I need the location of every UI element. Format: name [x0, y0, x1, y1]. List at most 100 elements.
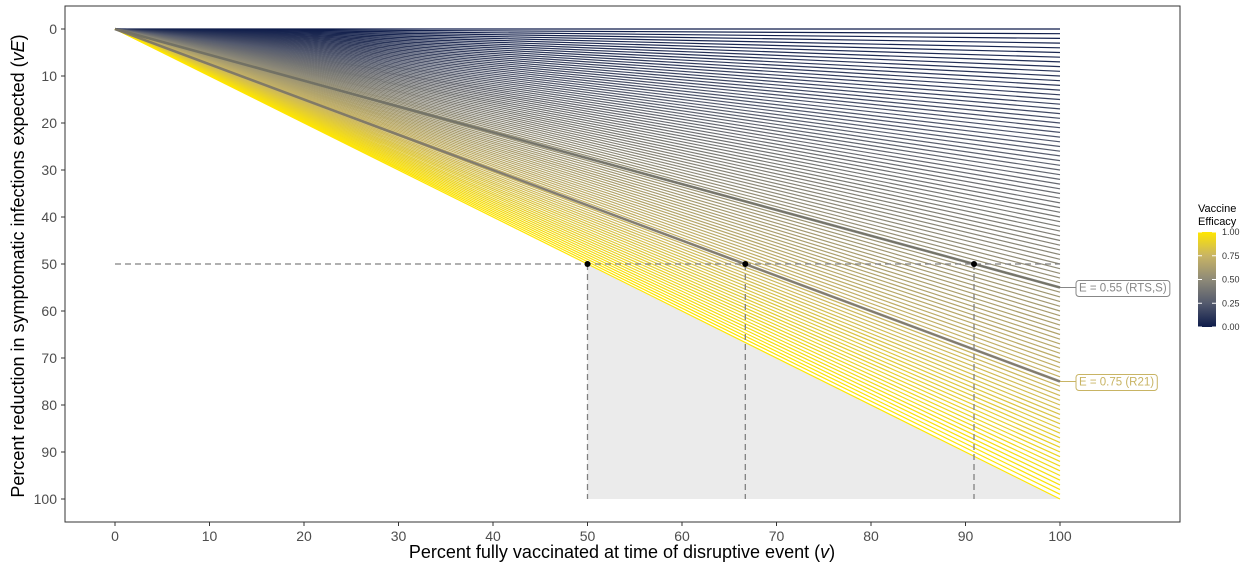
efficacy-line — [114, 28, 1061, 411]
x-tick-label: 20 — [296, 528, 312, 544]
efficacy-line — [114, 28, 1061, 91]
efficacy-line — [114, 28, 1061, 105]
efficacy-line — [114, 28, 1061, 312]
y-tick-label: 0 — [49, 21, 57, 37]
annotation-label-1: E = 0.55 (RTS,S) — [1079, 283, 1167, 295]
efficacy-line — [114, 28, 1061, 77]
efficacy-line — [114, 28, 1061, 96]
efficacy-line — [114, 28, 1061, 350]
efficacy-line — [114, 28, 1061, 425]
efficacy-line — [114, 28, 1061, 270]
efficacy-line — [114, 28, 1061, 279]
efficacy-line — [114, 28, 1061, 401]
data-point-3 — [971, 261, 978, 267]
x-tick-label: 60 — [674, 528, 690, 544]
annotation-label-2: E = 0.75 (R21) — [1079, 377, 1154, 389]
x-tick-label: 10 — [202, 528, 218, 544]
efficacy-line — [114, 28, 1061, 340]
efficacy-line — [114, 28, 1061, 143]
efficacy-line — [114, 28, 1061, 190]
efficacy-line — [114, 28, 1061, 364]
x-tick-label: 50 — [580, 528, 596, 544]
efficacy-line — [114, 28, 1061, 58]
efficacy-line — [114, 28, 1061, 242]
efficacy-line — [114, 28, 1061, 477]
efficacy-line — [114, 28, 1061, 345]
annotation-box-1 — [1075, 280, 1171, 297]
colorbar-tick-label: 0.50 — [1222, 275, 1240, 285]
data-point-2 — [742, 261, 749, 267]
efficacy-line — [114, 28, 1061, 227]
y-axis-title: Percent reduction in symptomatic infecti… — [8, 34, 28, 497]
efficacy-line — [114, 28, 1061, 467]
efficacy-line — [114, 28, 1061, 218]
efficacy-line — [114, 28, 1061, 171]
efficacy-line — [114, 28, 1061, 162]
y-tick-label: 10 — [41, 68, 57, 84]
efficacy-line — [114, 28, 1061, 237]
efficacy-line — [114, 28, 1061, 439]
x-axis-title: Percent fully vaccinated at time of disr… — [409, 542, 835, 562]
efficacy-line — [114, 28, 1061, 72]
efficacy-line — [114, 28, 1061, 458]
x-tick-label: 90 — [958, 528, 974, 544]
efficacy-line — [114, 28, 1061, 430]
efficacy-line — [114, 28, 1061, 82]
colorbar — [1198, 232, 1216, 327]
efficacy-line — [114, 28, 1061, 392]
efficacy-line — [114, 28, 1061, 63]
efficacy-line — [114, 28, 1061, 39]
efficacy-line — [114, 28, 1061, 256]
y-tick-label: 60 — [41, 303, 57, 319]
efficacy-line — [114, 28, 1061, 185]
efficacy-line — [114, 28, 1061, 166]
x-tick-label: 30 — [391, 528, 407, 544]
x-tick-label: 40 — [485, 528, 501, 544]
efficacy-line — [114, 28, 1061, 199]
x-tick-label: 0 — [111, 528, 119, 544]
efficacy-line — [114, 28, 1061, 265]
colorbar-tick-label: 0.25 — [1222, 298, 1240, 308]
efficacy-line — [114, 28, 1061, 44]
annotation-box-2 — [1075, 374, 1158, 391]
y-tick-label: 40 — [41, 209, 57, 225]
y-tick-label: 70 — [41, 350, 57, 366]
efficacy-line — [114, 28, 1061, 453]
highlighted-line-1 — [114, 27, 1061, 289]
efficacy-line — [114, 28, 1061, 133]
x-tick-label: 80 — [863, 528, 879, 544]
efficacy-line — [114, 28, 1061, 491]
y-tick-label: 80 — [41, 397, 57, 413]
colorbar-tick-label: 1.00 — [1222, 227, 1240, 237]
efficacy-line — [114, 28, 1061, 486]
efficacy-line — [114, 28, 1061, 115]
efficacy-line — [114, 28, 1061, 472]
efficacy-line — [114, 28, 1061, 303]
efficacy-line — [114, 28, 1061, 274]
efficacy-line — [114, 28, 1061, 481]
efficacy-line — [114, 28, 1061, 232]
efficacy-line — [114, 28, 1061, 420]
efficacy-line — [114, 28, 1061, 397]
highlighted-line-2 — [114, 27, 1061, 383]
efficacy-line — [114, 28, 1061, 326]
y-tick-label: 90 — [41, 444, 57, 460]
efficacy-line — [114, 28, 1061, 101]
efficacy-line — [114, 28, 1061, 298]
efficacy-line — [114, 28, 1061, 336]
efficacy-line — [114, 28, 1061, 86]
colorbar-tick-label: 0.75 — [1222, 251, 1240, 261]
efficacy-line — [114, 28, 1061, 307]
efficacy-line — [114, 28, 1061, 213]
efficacy-line — [114, 28, 1061, 176]
efficacy-line — [114, 28, 1061, 444]
efficacy-line — [114, 28, 1061, 434]
efficacy-line — [114, 28, 1061, 110]
efficacy-line — [114, 28, 1061, 68]
x-tick-label: 100 — [1048, 528, 1072, 544]
efficacy-line — [114, 28, 1061, 251]
efficacy-line — [114, 28, 1061, 209]
efficacy-line — [114, 28, 1061, 157]
efficacy-line — [114, 28, 1061, 204]
